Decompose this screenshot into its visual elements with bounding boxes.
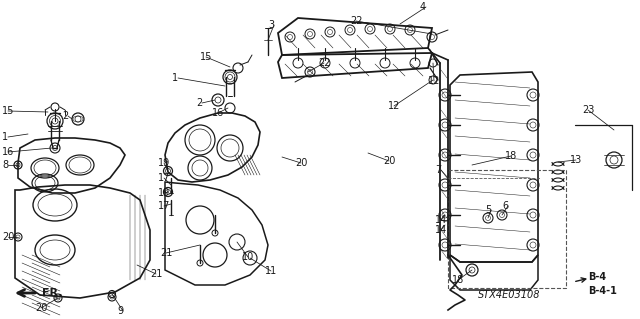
Text: B-4-1: B-4-1	[588, 286, 617, 296]
Text: 1: 1	[2, 132, 8, 142]
Text: 2: 2	[196, 98, 202, 108]
Text: 21: 21	[160, 248, 172, 258]
Text: 15: 15	[2, 106, 14, 116]
Text: 16: 16	[2, 147, 14, 157]
Text: 5: 5	[485, 205, 492, 215]
Text: 17: 17	[158, 173, 170, 183]
Text: 3: 3	[268, 20, 274, 30]
Text: 1: 1	[172, 73, 178, 83]
Text: 17: 17	[158, 201, 170, 211]
Text: 20: 20	[295, 158, 307, 168]
Text: 20: 20	[383, 156, 396, 166]
Text: 10: 10	[242, 252, 254, 262]
Text: 15: 15	[200, 52, 212, 62]
Text: 20: 20	[2, 232, 14, 242]
Text: FR.: FR.	[42, 288, 63, 298]
Text: 19: 19	[158, 158, 170, 168]
Text: 22: 22	[318, 58, 330, 68]
Text: 20: 20	[35, 303, 47, 313]
Text: 8: 8	[2, 160, 8, 170]
Text: 7: 7	[435, 165, 441, 175]
Text: 16: 16	[212, 108, 224, 118]
Text: 11: 11	[265, 266, 277, 276]
Text: 6: 6	[502, 201, 508, 211]
Text: 13: 13	[570, 155, 582, 165]
Text: 9: 9	[117, 306, 123, 316]
Text: B-4: B-4	[588, 272, 606, 282]
Text: 18: 18	[505, 151, 517, 161]
Text: 19: 19	[158, 188, 170, 198]
Text: STX4E03108: STX4E03108	[478, 290, 541, 300]
Text: 14: 14	[435, 225, 447, 235]
Text: 2: 2	[62, 111, 68, 121]
Text: 22: 22	[350, 16, 362, 26]
Text: 14: 14	[435, 215, 447, 225]
Text: 12: 12	[388, 101, 401, 111]
Text: 4: 4	[420, 2, 426, 12]
Text: 18: 18	[452, 275, 464, 285]
Text: 21: 21	[150, 269, 163, 279]
Text: 12: 12	[428, 76, 440, 86]
Text: 23: 23	[582, 105, 595, 115]
